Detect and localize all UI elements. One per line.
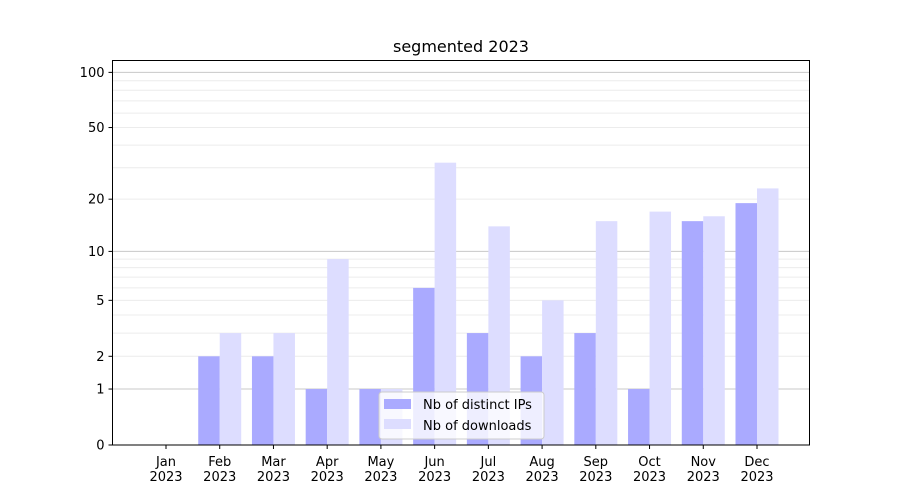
bar-distinct-ips bbox=[574, 333, 596, 445]
legend-label-downloads: Nb of downloads bbox=[423, 419, 532, 434]
y-tick-label: 0 bbox=[96, 439, 104, 454]
legend-swatch-ips bbox=[384, 399, 411, 409]
bar-downloads bbox=[434, 162, 457, 445]
x-tick-label: 2023 bbox=[687, 470, 720, 485]
y-tick-label: 20 bbox=[88, 193, 105, 208]
plot-frame bbox=[112, 60, 810, 446]
legend-label-ips: Nb of distinct IPs bbox=[423, 398, 532, 413]
x-tick-label: 2023 bbox=[311, 470, 344, 485]
x-tick-label: Sep bbox=[584, 455, 609, 470]
x-tick-label: 2023 bbox=[203, 470, 236, 485]
x-tick-label: 2023 bbox=[740, 470, 773, 485]
y-tick-label: 50 bbox=[88, 121, 105, 136]
x-tick-label: 2023 bbox=[633, 470, 666, 485]
bar-distinct-ips bbox=[198, 356, 220, 445]
bar-distinct-ips bbox=[305, 389, 328, 445]
x-tick-label: Apr bbox=[316, 455, 339, 470]
bar-distinct-ips bbox=[251, 356, 274, 445]
y-tick-label: 100 bbox=[80, 66, 105, 81]
bar-downloads bbox=[327, 259, 349, 445]
x-tick-label: Jun bbox=[423, 455, 444, 470]
x-tick-label: 2023 bbox=[472, 470, 505, 485]
x-tick-label: Jul bbox=[480, 455, 497, 470]
x-tick-label: Jan bbox=[155, 455, 176, 470]
y-tick-label: 10 bbox=[88, 245, 105, 260]
grid bbox=[112, 71, 810, 390]
y-tick-label: 2 bbox=[96, 350, 104, 365]
x-tick-label: May bbox=[367, 455, 394, 470]
x-tick-label: 2023 bbox=[418, 470, 451, 485]
y-axis: 0 1 2 5 10 20 50 100 bbox=[80, 66, 113, 454]
bar-downloads bbox=[219, 333, 242, 445]
x-tick-label: 2023 bbox=[149, 470, 182, 485]
x-tick-label: Dec bbox=[744, 455, 769, 470]
bar-downloads bbox=[488, 226, 510, 445]
x-tick-label: Feb bbox=[208, 455, 231, 470]
bar-downloads bbox=[757, 188, 779, 446]
x-tick-label: Aug bbox=[529, 455, 554, 470]
bars bbox=[198, 162, 779, 446]
bar-downloads bbox=[273, 333, 295, 445]
legend: Nb of distinct IPs Nb of downloads bbox=[378, 391, 545, 440]
bar-distinct-ips bbox=[628, 389, 650, 445]
legend-swatch-downloads bbox=[384, 419, 411, 429]
x-tick-label: Nov bbox=[691, 455, 717, 470]
bar-downloads bbox=[595, 221, 618, 445]
bar-distinct-ips bbox=[735, 203, 757, 445]
legend-box bbox=[378, 391, 545, 440]
x-tick-label: 2023 bbox=[364, 470, 397, 485]
bar-downloads bbox=[649, 211, 672, 445]
x-tick-label: Oct bbox=[638, 455, 660, 470]
y-tick-label: 5 bbox=[96, 294, 104, 309]
x-tick-label: Mar bbox=[261, 455, 286, 470]
x-axis: Jan2023Feb2023Mar2023Apr2023May2023Jun20… bbox=[149, 445, 774, 485]
x-tick-label: 2023 bbox=[257, 470, 290, 485]
bar-distinct-ips bbox=[681, 221, 704, 445]
bar-downloads bbox=[703, 216, 725, 445]
y-tick-label: 1 bbox=[96, 383, 104, 398]
chart-title: segmented 2023 bbox=[393, 37, 529, 56]
bar-distinct-ips bbox=[359, 389, 381, 445]
x-tick-label: 2023 bbox=[579, 470, 612, 485]
x-tick-label: 2023 bbox=[526, 470, 559, 485]
bar-downloads bbox=[542, 300, 564, 445]
